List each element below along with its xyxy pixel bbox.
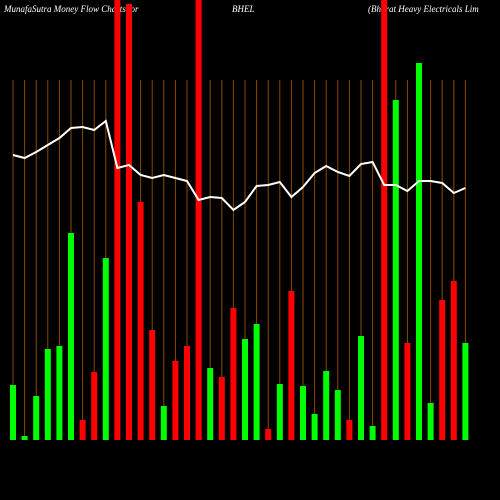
bar <box>265 429 272 440</box>
bar <box>137 202 144 440</box>
bar <box>450 281 457 440</box>
bar <box>369 426 376 440</box>
bar <box>91 372 98 440</box>
bar <box>79 420 86 440</box>
bar <box>149 330 156 440</box>
bar <box>230 308 237 440</box>
chart-subtitle: (Bharat Heavy Electricals Lim <box>368 4 479 14</box>
chart-symbol: BHEL <box>232 4 255 14</box>
bar <box>44 349 51 440</box>
chart-title: MunafaSutra Money Flow Charts for <box>3 4 139 14</box>
bar <box>21 436 28 440</box>
bar <box>114 0 121 440</box>
bar <box>126 4 132 440</box>
bar <box>242 339 248 440</box>
bar <box>172 361 179 440</box>
bar <box>323 371 330 440</box>
bar <box>276 384 283 440</box>
bar <box>334 390 341 440</box>
bar <box>218 377 225 440</box>
bar <box>10 385 16 440</box>
bar <box>346 420 353 440</box>
bar <box>311 414 318 440</box>
bar <box>416 63 422 440</box>
bar <box>184 346 190 440</box>
bar <box>288 291 295 440</box>
bar <box>68 233 74 440</box>
bar <box>439 300 446 440</box>
bar <box>56 346 63 440</box>
bar <box>392 100 399 440</box>
bar <box>462 343 469 440</box>
bar <box>195 0 202 440</box>
bar <box>253 324 260 440</box>
bar <box>300 386 306 440</box>
bar <box>404 343 411 440</box>
bar <box>358 336 364 440</box>
bar <box>33 396 40 440</box>
bar <box>427 403 434 440</box>
bar <box>207 368 214 440</box>
bar <box>160 406 167 440</box>
bar <box>102 258 109 440</box>
money-flow-line <box>12 119 466 212</box>
bar <box>381 0 388 440</box>
